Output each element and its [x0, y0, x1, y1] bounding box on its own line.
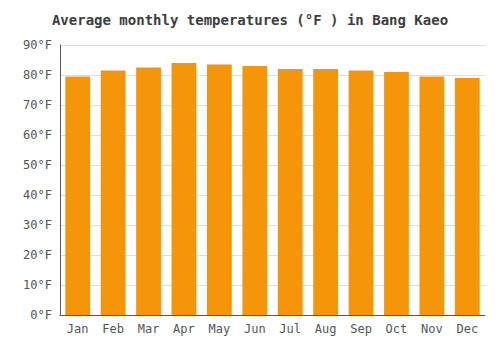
svg-text:Feb: Feb — [102, 322, 124, 336]
svg-text:80°F: 80°F — [23, 68, 52, 82]
svg-text:Oct: Oct — [386, 322, 408, 336]
svg-text:Average monthly temperatures (: Average monthly temperatures (°F ) in Ba… — [52, 12, 448, 28]
svg-text:90°F: 90°F — [23, 38, 52, 52]
svg-text:10°F: 10°F — [23, 278, 52, 292]
svg-text:70°F: 70°F — [23, 98, 52, 112]
svg-text:Apr: Apr — [173, 322, 195, 336]
svg-text:Mar: Mar — [138, 322, 160, 336]
svg-text:Aug: Aug — [315, 322, 337, 336]
svg-text:May: May — [209, 322, 231, 336]
svg-text:Jul: Jul — [279, 322, 301, 336]
svg-text:60°F: 60°F — [23, 128, 52, 142]
svg-text:40°F: 40°F — [23, 188, 52, 202]
svg-text:30°F: 30°F — [23, 218, 52, 232]
svg-text:0°F: 0°F — [30, 308, 52, 322]
svg-text:50°F: 50°F — [23, 158, 52, 172]
svg-text:Jun: Jun — [244, 322, 266, 336]
svg-text:Nov: Nov — [421, 322, 443, 336]
svg-text:Jan: Jan — [67, 322, 89, 336]
svg-text:Sep: Sep — [350, 322, 372, 336]
svg-text:Dec: Dec — [456, 322, 478, 336]
svg-text:20°F: 20°F — [23, 248, 52, 262]
